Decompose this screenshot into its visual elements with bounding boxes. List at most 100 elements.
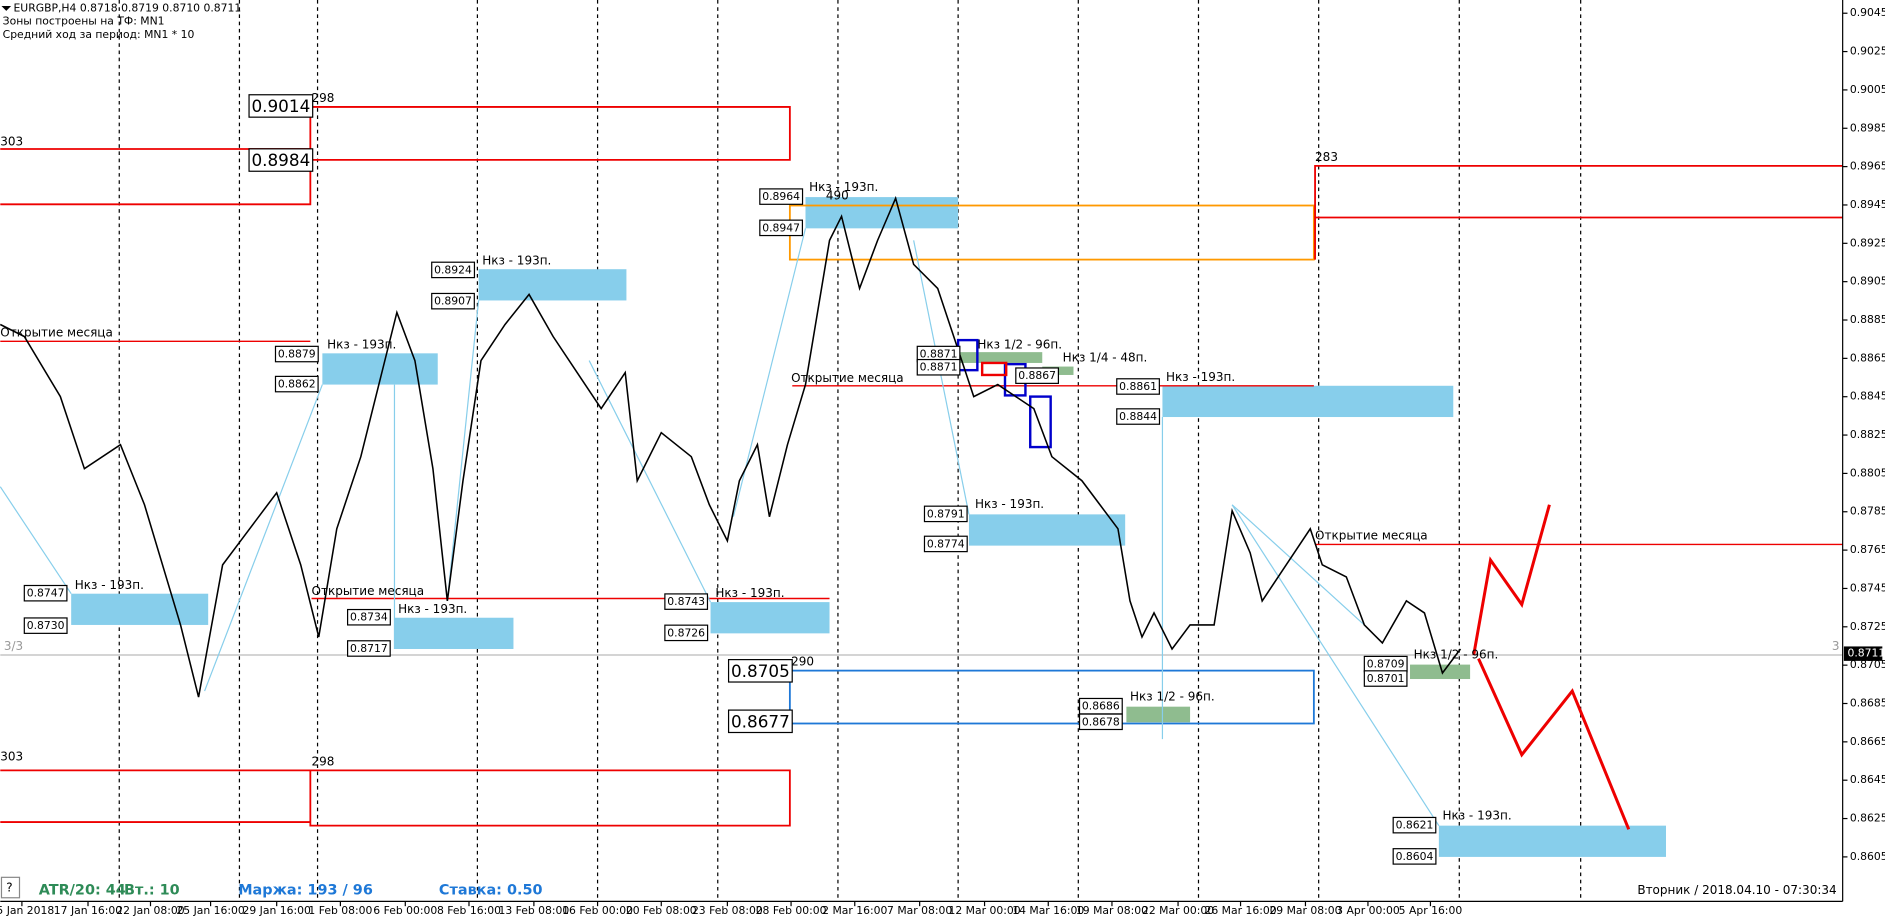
price-tag: 0.8621 — [1396, 819, 1434, 832]
price-label: 0.8945 — [1850, 198, 1885, 211]
time-label: 13 Feb 08:00 — [498, 904, 569, 917]
price-tag: 0.8726 — [667, 626, 705, 639]
price-tag-box — [23, 617, 68, 634]
annotation: Нкз - 193п. — [75, 578, 144, 592]
annotation: Нкз - 193п. — [975, 497, 1044, 511]
time-label: 29 Jan 16:00 — [243, 904, 311, 917]
time-label: 17 Jan 16:00 — [54, 904, 122, 917]
price-tag-box — [1392, 848, 1437, 865]
price-label: 0.8665 — [1850, 735, 1885, 748]
price-label: 0.8745 — [1850, 581, 1885, 594]
annotation: Нкз 1/2 - 96п. — [1414, 647, 1499, 661]
price-tag: 0.8907 — [434, 295, 472, 308]
annotation: Нкз - 193п. — [327, 337, 396, 351]
price-tag: 0.8677 — [731, 711, 790, 731]
margin: Маржа: 193 / 96 — [238, 883, 373, 899]
annotation: 3 — [1832, 639, 1840, 653]
current-price-box — [1843, 646, 1883, 661]
price-tag-box — [431, 261, 476, 279]
price-tag-box — [1363, 670, 1408, 687]
price-label: 0.8805 — [1850, 466, 1885, 479]
price-tag-box — [248, 148, 314, 172]
price-tag-box — [759, 219, 804, 237]
price-tag-box — [1116, 378, 1160, 395]
time-label: 8 Feb 16:00 — [437, 904, 501, 917]
price-label: 0.8685 — [1850, 697, 1885, 710]
time-label: 25 Jan 16:00 — [176, 904, 244, 917]
annotation: 490 — [826, 188, 849, 202]
price-tag-box — [1116, 408, 1161, 425]
price-tag: 0.8717 — [350, 642, 388, 655]
time-label: 14 Mar 16:00 — [1012, 904, 1084, 917]
price-tag-box — [664, 593, 709, 610]
price-label: 0.8705 — [1850, 658, 1885, 671]
price-tag: 0.8686 — [1082, 700, 1120, 713]
price-tag: 0.8709 — [1367, 658, 1405, 671]
forecast — [1472, 504, 1631, 830]
price-tag: 0.8844 — [1119, 410, 1157, 423]
current-price: 0.8711 — [1847, 647, 1885, 660]
price-label: 0.8605 — [1850, 850, 1885, 863]
price-trace — [0, 195, 1462, 698]
price-tag: 0.8862 — [278, 378, 316, 391]
time-label: 16 Feb 00:00 — [562, 904, 633, 917]
price-tag-box — [248, 94, 314, 118]
annotation: Нкз 1/4 - 48п. — [1063, 351, 1148, 365]
time-label: 28 Feb 00:00 — [756, 904, 827, 917]
price-tag: 0.8747 — [27, 587, 65, 600]
help-button[interactable] — [0, 876, 21, 899]
time-label: 7 Mar 08:00 — [887, 904, 952, 917]
price-label: 0.8885 — [1850, 313, 1885, 326]
time-label: 19 Mar 08:00 — [1076, 904, 1148, 917]
price-tag-box — [727, 659, 793, 683]
price-tag: 0.9014 — [251, 96, 310, 116]
price-tag-box — [274, 375, 319, 393]
period-separators — [118, 0, 1582, 902]
price-tag: 0.8964 — [762, 190, 800, 203]
time-label: 6 Feb 00:00 — [373, 904, 437, 917]
price-tag-box — [916, 358, 961, 376]
price-label: 0.9025 — [1850, 45, 1885, 58]
annotation: Нкз 1/2 - 96п. — [1130, 690, 1215, 704]
price-label: 0.8765 — [1850, 543, 1885, 556]
price-label: 0.9045 — [1850, 6, 1885, 19]
time-label: 23 Feb 08:00 — [692, 904, 763, 917]
price-label: 0.8725 — [1850, 620, 1885, 633]
price-label: 0.8785 — [1850, 505, 1885, 518]
price-tag-box — [1015, 367, 1060, 384]
annotation: 283 — [1315, 150, 1338, 164]
time-label: 29 Mar 08:00 — [1269, 904, 1341, 917]
price-label: 0.8645 — [1850, 773, 1885, 786]
time-label: 5 Apr 16:00 — [1399, 904, 1463, 917]
price-tag: 0.8705 — [731, 661, 790, 681]
annotation: 3/3 — [4, 639, 23, 653]
price-label: 0.9005 — [1850, 83, 1885, 96]
price-tag: 0.8924 — [434, 263, 472, 276]
annotation: 290 — [791, 655, 814, 669]
time-label: 22 Jan 08:00 — [116, 904, 184, 917]
price-label: 0.8925 — [1850, 236, 1885, 249]
server-time: Вторник / 2018.04.10 - 07:30:34 — [1637, 883, 1836, 897]
annotation: Открытие месяца — [312, 584, 425, 598]
price-tag: 0.8604 — [1396, 850, 1434, 863]
time-label: 15 Jan 2018 — [0, 904, 54, 917]
price-label: 0.8865 — [1850, 351, 1885, 364]
zones — [0, 106, 1843, 857]
annotation: 298 — [312, 754, 335, 768]
annotation: Нкз - 193п. — [1166, 370, 1235, 384]
price-tag: 0.8871 — [920, 361, 958, 374]
annotation: Нкз - 193п. — [715, 586, 784, 600]
rate: Ставка: 0.50 — [439, 883, 543, 899]
price-tag: 0.8984 — [251, 150, 310, 170]
price-tag-box — [1078, 713, 1123, 731]
price-tag: 0.8730 — [27, 619, 65, 632]
annotation: 303 — [0, 750, 23, 764]
header-text: EURGBP,H4 0.8718 0.8719 0.8710 0.8711 — [13, 1, 241, 14]
arrow — [1, 6, 12, 11]
price-tag: 0.8871 — [920, 348, 958, 361]
price-tag: 0.8879 — [278, 348, 316, 361]
